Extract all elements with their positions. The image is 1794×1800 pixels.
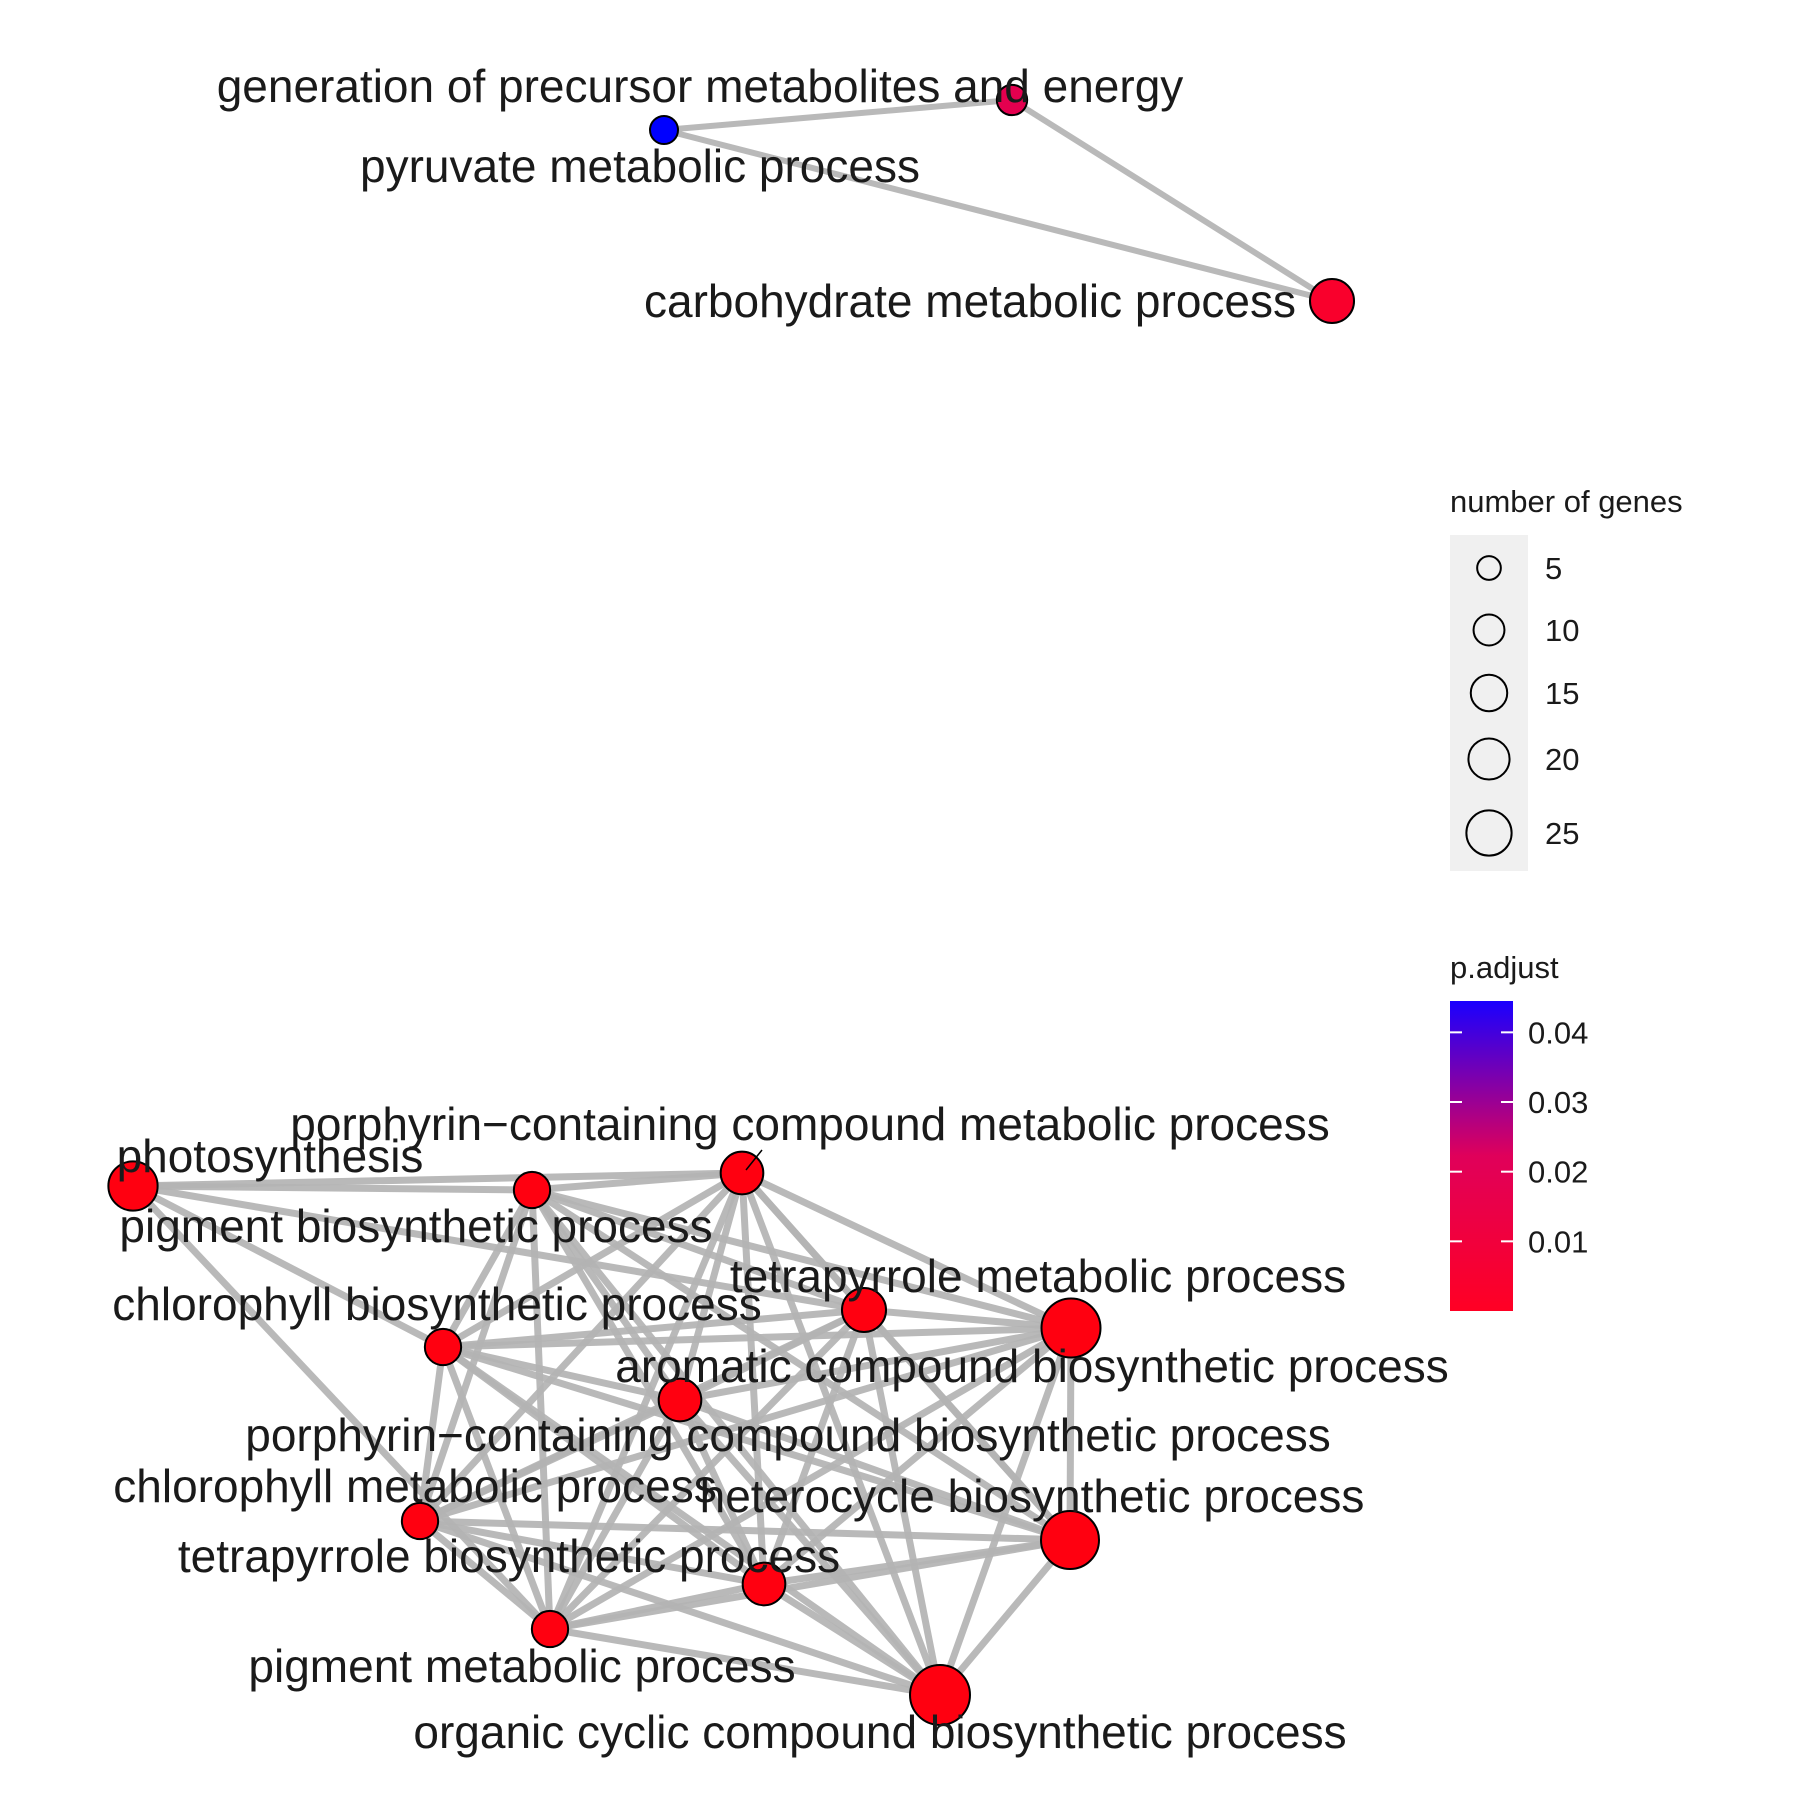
nodes-layer xyxy=(107,83,1356,1726)
node-label-het_bio: heterocycle biosynthetic process xyxy=(700,1470,1365,1522)
size-legend-circle xyxy=(1467,737,1511,781)
color-legend-tick-label: 0.03 xyxy=(1528,1085,1588,1120)
edge-porph_met-pig_bio xyxy=(528,1169,746,1194)
node-het_bio[interactable] xyxy=(1040,1510,1100,1570)
node-org_bio[interactable] xyxy=(909,1664,971,1726)
edge-chl_bio-chl_met xyxy=(416,1343,447,1525)
node-label-tetra_met: tetrapyrrole metabolic process xyxy=(730,1250,1346,1302)
node-label-pig_met: pigment metabolic process xyxy=(248,1640,795,1692)
edge-pig_bio-tetra_met xyxy=(528,1186,868,1314)
color-legend-tick-label: 0.02 xyxy=(1528,1155,1588,1190)
edge-aro_bio-pig_met xyxy=(546,1324,1075,1633)
edge-tetra_bio-pig_met xyxy=(546,1580,768,1633)
size-legend-label: 15 xyxy=(1545,676,1579,711)
edge-gen-carb xyxy=(1009,97,1335,304)
node-label-porph_bio: porphyrin−containing compound biosynthet… xyxy=(245,1409,1331,1461)
size-legend-label: 5 xyxy=(1545,551,1562,586)
edge-chl_bio-org_bio xyxy=(439,1343,944,1699)
edge-tetra_met-chl_bio xyxy=(439,1306,868,1351)
node-aro_bio[interactable] xyxy=(1040,1297,1102,1359)
node-label-pyr: pyruvate metabolic process xyxy=(360,140,920,192)
node-label-aro_bio: aromatic compound biosynthetic process xyxy=(615,1340,1449,1392)
edges-layer xyxy=(129,97,1335,1699)
node-label-org_bio: organic cyclic compound biosynthetic pro… xyxy=(413,1706,1346,1758)
node-porph_bio[interactable] xyxy=(657,1377,703,1423)
color-legend-bar xyxy=(1450,1001,1513,1311)
edge-pig_bio-het_bio xyxy=(528,1186,1074,1544)
node-label-tetra_bio: tetrapyrrole biosynthetic process xyxy=(178,1530,840,1582)
node-label-chl_bio: chlorophyll biosynthetic process xyxy=(112,1278,761,1330)
size-legend-circle xyxy=(1472,613,1506,647)
labels-layer: generation of precursor metabolites and … xyxy=(112,60,1448,1758)
node-tetra_bio[interactable] xyxy=(741,1561,787,1607)
node-porph_met[interactable] xyxy=(719,1150,765,1196)
edge-porph_bio-pig_met xyxy=(546,1396,684,1633)
color-legend-tick-label: 0.01 xyxy=(1528,1224,1588,1259)
edge-tetra_met-het_bio xyxy=(860,1306,1074,1544)
edge-pig_met-org_bio xyxy=(546,1625,944,1699)
edge-tetra_met-aro_bio xyxy=(860,1306,1075,1332)
node-phot[interactable] xyxy=(107,1160,159,1212)
edge-aro_bio-porph_bio xyxy=(676,1324,1075,1404)
node-carb[interactable] xyxy=(1308,277,1356,325)
label-leader-line xyxy=(745,1149,763,1171)
size-legend-label: 20 xyxy=(1545,742,1579,777)
size-legend-circle xyxy=(1465,809,1513,857)
size-legend-label: 10 xyxy=(1545,613,1579,648)
edge-phot-porph_met xyxy=(129,1169,746,1190)
node-chl_met[interactable] xyxy=(400,1501,440,1541)
node-label-phot: photosynthesis xyxy=(117,1130,424,1182)
size-legend: number of genes 5 10 15 20 25 xyxy=(1450,484,1683,871)
edge-aro_bio-het_bio xyxy=(1066,1324,1075,1544)
edge-pyr-gen xyxy=(661,97,1015,133)
edge-tetra_met-org_bio xyxy=(860,1306,944,1699)
edge-chl_bio-aro_bio xyxy=(439,1324,1075,1351)
edge-het_bio-org_bio xyxy=(936,1536,1074,1699)
node-label-gen: generation of precursor metabolites and … xyxy=(217,60,1184,112)
node-pyr[interactable] xyxy=(649,115,679,145)
edge-phot-chl_bio xyxy=(129,1182,447,1351)
node-label-porph_met: porphyrin−containing compound metabolic … xyxy=(290,1098,1329,1150)
node-label-chl_met: chlorophyll metabolic process xyxy=(113,1460,716,1512)
edge-chl_met-org_bio xyxy=(416,1517,944,1699)
edge-pig_bio-tetra_bio xyxy=(528,1186,768,1588)
edge-chl_bio-het_bio xyxy=(439,1343,1074,1544)
size-legend-circle xyxy=(1469,673,1509,713)
node-gen[interactable] xyxy=(995,83,1029,117)
edge-chl_met-tetra_bio xyxy=(416,1517,768,1588)
color-legend-title: p.adjust xyxy=(1450,950,1559,985)
edge-porph_bio-chl_met xyxy=(416,1396,684,1525)
color-legend: p.adjust 0.04 0.03 0.02 0.01 xyxy=(1450,950,1588,1311)
node-pig_met[interactable] xyxy=(530,1609,570,1649)
edge-aro_bio-org_bio xyxy=(936,1324,1075,1699)
edge-pig_bio-chl_bio xyxy=(439,1186,536,1351)
edge-porph_met-aro_bio xyxy=(738,1169,1075,1332)
edge-chl_met-pig_met xyxy=(416,1517,554,1633)
color-legend-tick-label: 0.04 xyxy=(1528,1015,1588,1050)
edge-pig_bio-aro_bio xyxy=(528,1186,1075,1332)
edge-phot-pig_met xyxy=(129,1182,554,1633)
node-label-pig_bio: pigment biosynthetic process xyxy=(119,1200,712,1252)
edge-porph_bio-org_bio xyxy=(676,1396,944,1699)
node-pig_bio[interactable] xyxy=(512,1170,552,1210)
node-chl_bio[interactable] xyxy=(423,1327,463,1367)
edge-pyr-carb xyxy=(661,127,1335,304)
edge-tetra_bio-org_bio xyxy=(760,1580,944,1699)
edge-tetra_met-pig_met xyxy=(546,1306,868,1633)
edge-pig_bio-pig_met xyxy=(528,1186,554,1633)
edge-porph_bio-het_bio xyxy=(676,1396,1074,1544)
edge-aro_bio-tetra_bio xyxy=(760,1324,1075,1588)
edge-porph_met-porph_bio xyxy=(676,1169,746,1404)
node-tetra_met[interactable] xyxy=(840,1286,888,1334)
edge-porph_met-org_bio xyxy=(738,1169,944,1699)
edge-porph_bio-tetra_bio xyxy=(676,1396,768,1588)
node-label-carb: carbohydrate metabolic process xyxy=(644,275,1296,327)
size-legend-circle xyxy=(1476,555,1502,581)
edge-het_bio-chl_met xyxy=(416,1517,1074,1544)
size-legend-title: number of genes xyxy=(1450,484,1683,519)
size-legend-label: 25 xyxy=(1545,816,1579,851)
